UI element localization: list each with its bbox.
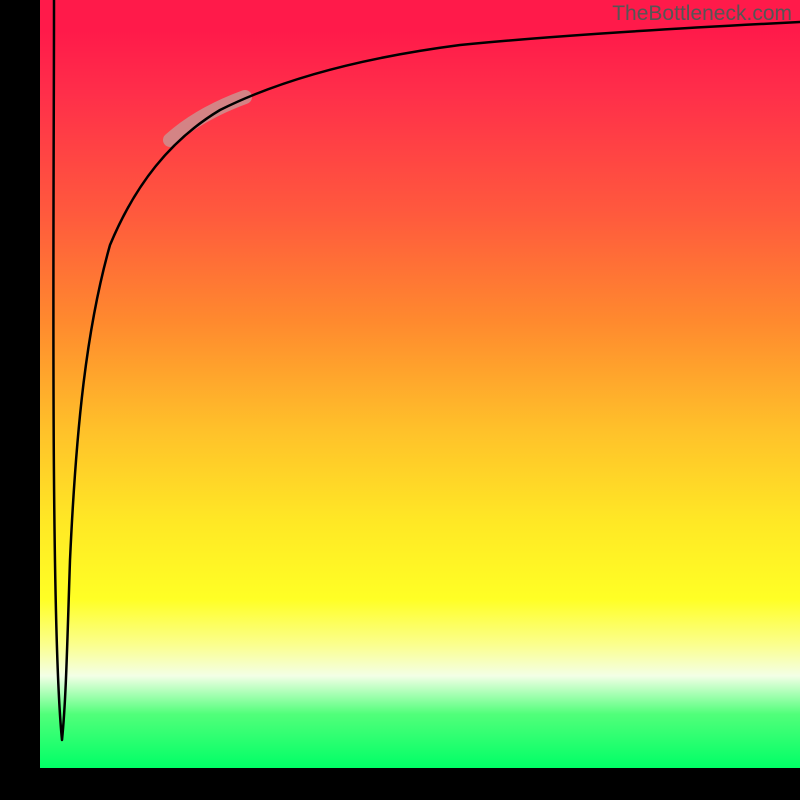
plot-area bbox=[40, 0, 800, 768]
chart-stage: TheBottleneck.com bbox=[0, 0, 800, 800]
watermark-text: TheBottleneck.com bbox=[612, 2, 792, 26]
heat-gradient bbox=[40, 0, 800, 768]
y-axis bbox=[0, 0, 40, 768]
x-axis bbox=[0, 768, 800, 800]
